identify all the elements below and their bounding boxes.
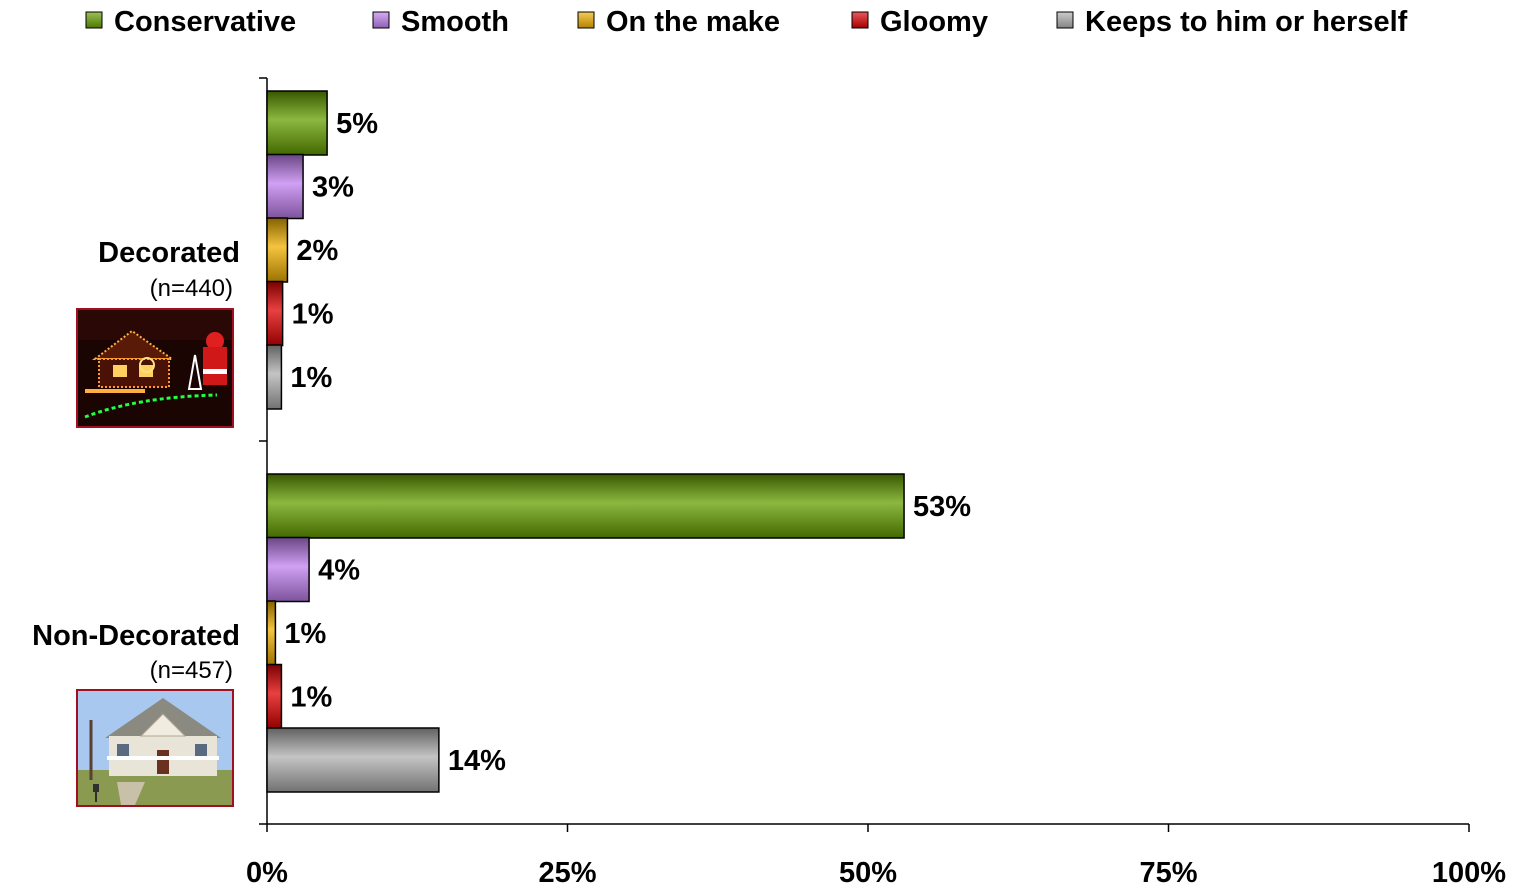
- legend-label-smooth: Smooth: [401, 6, 509, 38]
- bar-non-decorated-conservative: [266, 473, 905, 539]
- data-label-decorated-gloomy: 1%: [292, 299, 334, 331]
- bar-decorated-keeps-to-him-or-herself: [266, 344, 283, 410]
- data-label-non-decorated-keeps-to-him-or-herself: 14%: [448, 745, 506, 777]
- legend-swatch-keeps-to-him-or-herself: [1056, 11, 1074, 29]
- category-decorated: Decorated (n=440): [76, 237, 240, 428]
- category-label-decorated: Decorated: [98, 237, 240, 269]
- data-label-non-decorated-gloomy: 1%: [290, 682, 332, 714]
- legend-label-conservative: Conservative: [114, 6, 296, 38]
- x-tick-label-100: 100%: [1432, 857, 1506, 889]
- data-label-decorated-keeps-to-him-or-herself: 1%: [290, 362, 332, 394]
- category-labels: Decorated (n=440) Non-Decorated (n=457): [32, 237, 240, 807]
- x-tick-label-0: 0%: [246, 857, 288, 889]
- category-sublabel-decorated: (n=440): [150, 275, 233, 302]
- bar-non-decorated-gloomy: [266, 663, 283, 730]
- bars: 5% 3% 2% 1% 1% 53% 4% 1% 1% 14%: [266, 90, 971, 793]
- legend-swatch-on-the-make: [577, 11, 595, 29]
- decorated-house-photo: [76, 308, 234, 428]
- legend-swatch-conservative: [85, 11, 103, 29]
- legend-item-gloomy: Gloomy: [851, 6, 988, 38]
- x-tick-label-75: 75%: [1139, 857, 1197, 889]
- category-sublabel-non-decorated: (n=457): [150, 657, 233, 684]
- bar-decorated-on-the-make: [266, 217, 289, 283]
- data-label-decorated-conservative: 5%: [336, 108, 378, 140]
- legend-item-smooth: Smooth: [372, 6, 509, 38]
- legend-swatch-gloomy: [851, 11, 869, 29]
- category-non-decorated: Non-Decorated (n=457): [32, 620, 240, 807]
- data-label-non-decorated-smooth: 4%: [318, 555, 360, 587]
- x-tick-label-50: 50%: [839, 857, 897, 889]
- legend-label-on-the-make: On the make: [606, 6, 780, 38]
- data-label-non-decorated-conservative: 53%: [913, 491, 971, 523]
- legend-label-keeps-to-him-or-herself: Keeps to him or herself: [1085, 6, 1408, 38]
- axes: 0% 25% 50% 75% 100%: [246, 77, 1506, 889]
- bar-decorated-conservative: [266, 90, 328, 156]
- data-label-decorated-on-the-make: 2%: [296, 235, 338, 267]
- data-label-non-decorated-on-the-make: 1%: [284, 618, 326, 650]
- legend-item-keeps-to-him-or-herself: Keeps to him or herself: [1056, 6, 1408, 38]
- legend-label-gloomy: Gloomy: [880, 6, 988, 38]
- bar-decorated-smooth: [266, 153, 304, 220]
- category-label-non-decorated: Non-Decorated: [32, 620, 240, 652]
- bar-group-non-decorated: 53% 4% 1% 1% 14%: [266, 473, 971, 793]
- bar-group-decorated: 5% 3% 2% 1% 1%: [266, 90, 378, 410]
- plain-house-photo: [76, 689, 234, 807]
- bar-decorated-gloomy: [266, 280, 284, 347]
- legend-swatch-smooth: [372, 11, 390, 29]
- data-label-decorated-smooth: 3%: [312, 172, 354, 204]
- x-tick-label-25: 25%: [538, 857, 596, 889]
- bar-non-decorated-smooth: [266, 536, 310, 603]
- bar-non-decorated-keeps-to-him-or-herself: [266, 727, 440, 793]
- bar-non-decorated-on-the-make: [266, 600, 277, 666]
- legend-item-on-the-make: On the make: [577, 6, 780, 38]
- legend: Conservative Smooth On the make Gloomy Keeps…: [85, 6, 1408, 38]
- legend-item-conservative: Conservative: [85, 6, 296, 38]
